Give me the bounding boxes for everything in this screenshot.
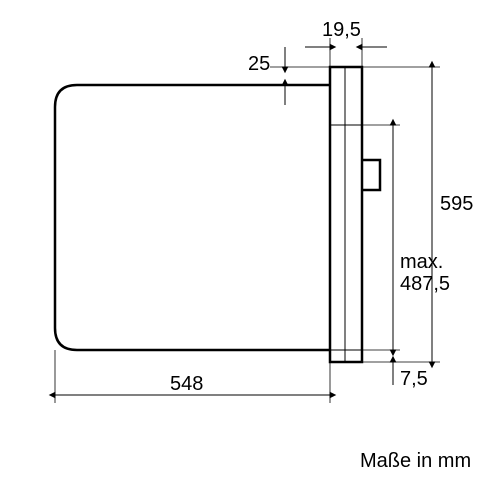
dim-595: 595 [440, 193, 473, 215]
front-flange [330, 67, 362, 362]
units-label: Maße in mm [360, 450, 471, 473]
dim-max-label: max. [400, 251, 443, 273]
dim-max-value: 487,5 [400, 273, 450, 295]
dim-7p5: 7,5 [400, 368, 428, 390]
oven-body-outline [55, 85, 330, 350]
dim-19p5: 19,5 [322, 19, 361, 41]
dim-548: 548 [170, 373, 203, 395]
dim-25: 25 [248, 53, 270, 75]
door-handle [362, 160, 380, 190]
